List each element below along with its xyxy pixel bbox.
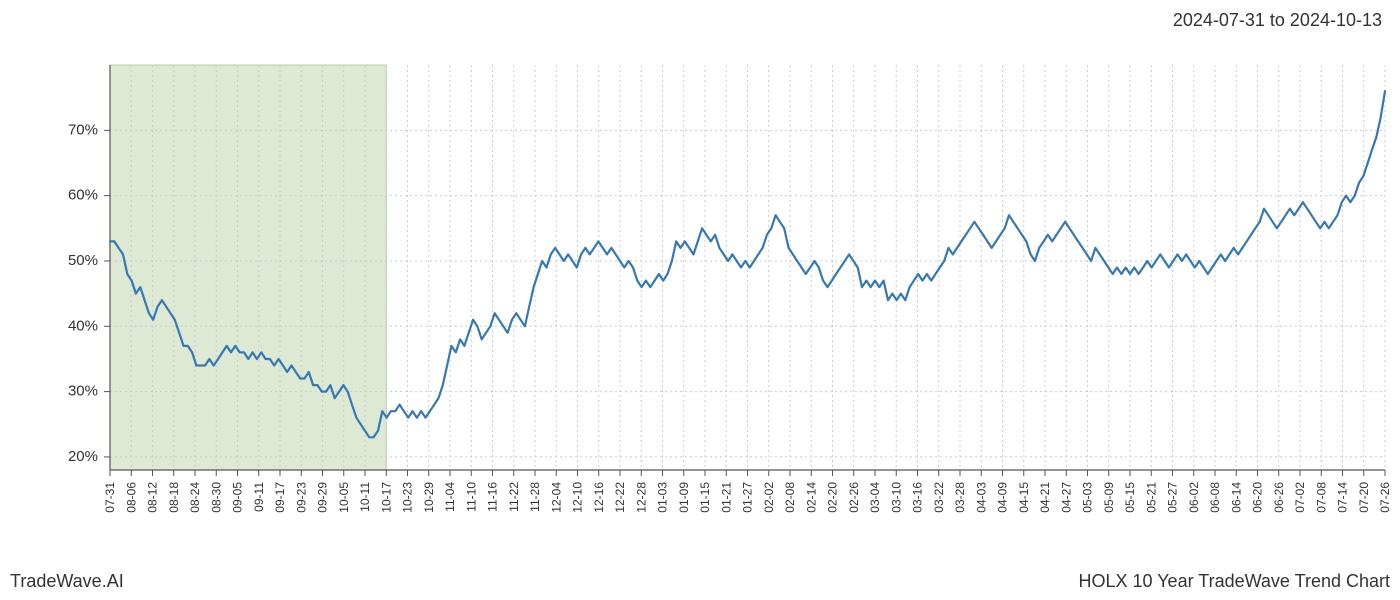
svg-text:02-20: 02-20 <box>826 482 840 513</box>
svg-text:10-17: 10-17 <box>379 482 393 513</box>
svg-text:12-16: 12-16 <box>592 482 606 513</box>
svg-text:11-28: 11-28 <box>528 482 542 512</box>
svg-text:07-20: 07-20 <box>1357 482 1371 513</box>
svg-text:08-06: 08-06 <box>124 482 138 513</box>
svg-text:06-26: 06-26 <box>1272 482 1286 513</box>
svg-text:08-18: 08-18 <box>167 482 181 513</box>
svg-text:60%: 60% <box>68 187 98 204</box>
svg-text:12-28: 12-28 <box>634 482 648 513</box>
svg-text:08-12: 08-12 <box>146 482 160 513</box>
date-range-label: 2024-07-31 to 2024-10-13 <box>1173 10 1382 31</box>
svg-text:06-02: 06-02 <box>1187 482 1201 513</box>
svg-text:07-08: 07-08 <box>1314 482 1328 513</box>
svg-text:11-16: 11-16 <box>486 482 500 512</box>
svg-text:09-17: 09-17 <box>273 482 287 513</box>
svg-text:30%: 30% <box>68 383 98 400</box>
svg-text:70%: 70% <box>68 121 98 138</box>
svg-text:01-21: 01-21 <box>719 482 733 513</box>
svg-text:11-04: 11-04 <box>443 482 457 512</box>
svg-text:11-10: 11-10 <box>464 482 478 512</box>
svg-text:02-14: 02-14 <box>804 482 818 513</box>
svg-text:07-02: 07-02 <box>1293 482 1307 513</box>
svg-text:10-23: 10-23 <box>401 482 415 513</box>
svg-text:12-22: 12-22 <box>613 482 627 513</box>
svg-text:06-08: 06-08 <box>1208 482 1222 513</box>
svg-text:09-23: 09-23 <box>294 482 308 513</box>
svg-text:05-21: 05-21 <box>1144 482 1158 513</box>
svg-text:02-26: 02-26 <box>847 482 861 513</box>
svg-text:01-03: 01-03 <box>656 482 670 513</box>
svg-text:06-14: 06-14 <box>1229 482 1243 513</box>
svg-text:09-11: 09-11 <box>252 482 266 512</box>
svg-text:01-15: 01-15 <box>698 482 712 513</box>
svg-text:05-09: 05-09 <box>1102 482 1116 513</box>
svg-text:08-30: 08-30 <box>209 482 223 513</box>
footer-title: HOLX 10 Year TradeWave Trend Chart <box>1078 571 1390 592</box>
svg-text:03-16: 03-16 <box>911 482 925 513</box>
footer-brand: TradeWave.AI <box>10 571 124 592</box>
svg-text:12-10: 12-10 <box>571 482 585 513</box>
svg-text:04-21: 04-21 <box>1038 482 1052 513</box>
svg-text:05-27: 05-27 <box>1166 482 1180 513</box>
svg-text:09-05: 09-05 <box>231 482 245 513</box>
trend-chart: 20% 30% 40% 50% 60% 70% 07-31 08-06 08-12 08-18 08… <box>0 40 1400 560</box>
svg-text:03-22: 03-22 <box>932 482 946 513</box>
svg-text:10-05: 10-05 <box>337 482 351 513</box>
svg-text:04-03: 04-03 <box>974 482 988 513</box>
svg-text:11-22: 11-22 <box>507 482 521 512</box>
svg-text:05-03: 05-03 <box>1081 482 1095 513</box>
svg-text:08-24: 08-24 <box>188 482 202 513</box>
svg-text:07-31: 07-31 <box>103 482 117 513</box>
svg-text:12-04: 12-04 <box>549 482 563 513</box>
svg-text:10-29: 10-29 <box>422 482 436 513</box>
svg-text:50%: 50% <box>68 252 98 269</box>
svg-text:05-15: 05-15 <box>1123 482 1137 513</box>
svg-text:09-29: 09-29 <box>316 482 330 513</box>
svg-text:03-10: 03-10 <box>889 482 903 513</box>
svg-text:03-28: 03-28 <box>953 482 967 513</box>
svg-text:06-20: 06-20 <box>1251 482 1265 513</box>
svg-text:04-09: 04-09 <box>996 482 1010 513</box>
svg-text:04-15: 04-15 <box>1017 482 1031 513</box>
svg-text:20%: 20% <box>68 448 98 465</box>
svg-text:04-27: 04-27 <box>1059 482 1073 513</box>
svg-text:02-08: 02-08 <box>783 482 797 513</box>
svg-text:03-04: 03-04 <box>868 482 882 513</box>
svg-text:10-11: 10-11 <box>358 482 372 512</box>
svg-text:07-14: 07-14 <box>1336 482 1350 513</box>
svg-text:01-27: 01-27 <box>741 482 755 513</box>
svg-text:40%: 40% <box>68 317 98 334</box>
svg-text:02-02: 02-02 <box>762 482 776 513</box>
svg-text:07-26: 07-26 <box>1378 482 1392 513</box>
svg-text:01-09: 01-09 <box>677 482 691 513</box>
